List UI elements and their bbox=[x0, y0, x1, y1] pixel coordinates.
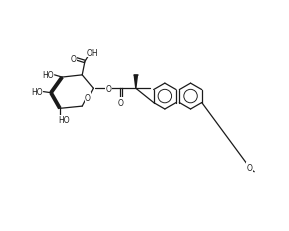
Text: HO: HO bbox=[42, 71, 54, 80]
Text: O: O bbox=[70, 55, 76, 64]
Text: O: O bbox=[118, 98, 124, 107]
Text: HO: HO bbox=[31, 88, 43, 97]
Text: O: O bbox=[85, 93, 91, 102]
Text: HO: HO bbox=[58, 116, 70, 125]
Text: O: O bbox=[247, 163, 253, 172]
Text: O: O bbox=[105, 84, 111, 93]
Polygon shape bbox=[134, 76, 137, 89]
Text: OH: OH bbox=[87, 48, 99, 57]
